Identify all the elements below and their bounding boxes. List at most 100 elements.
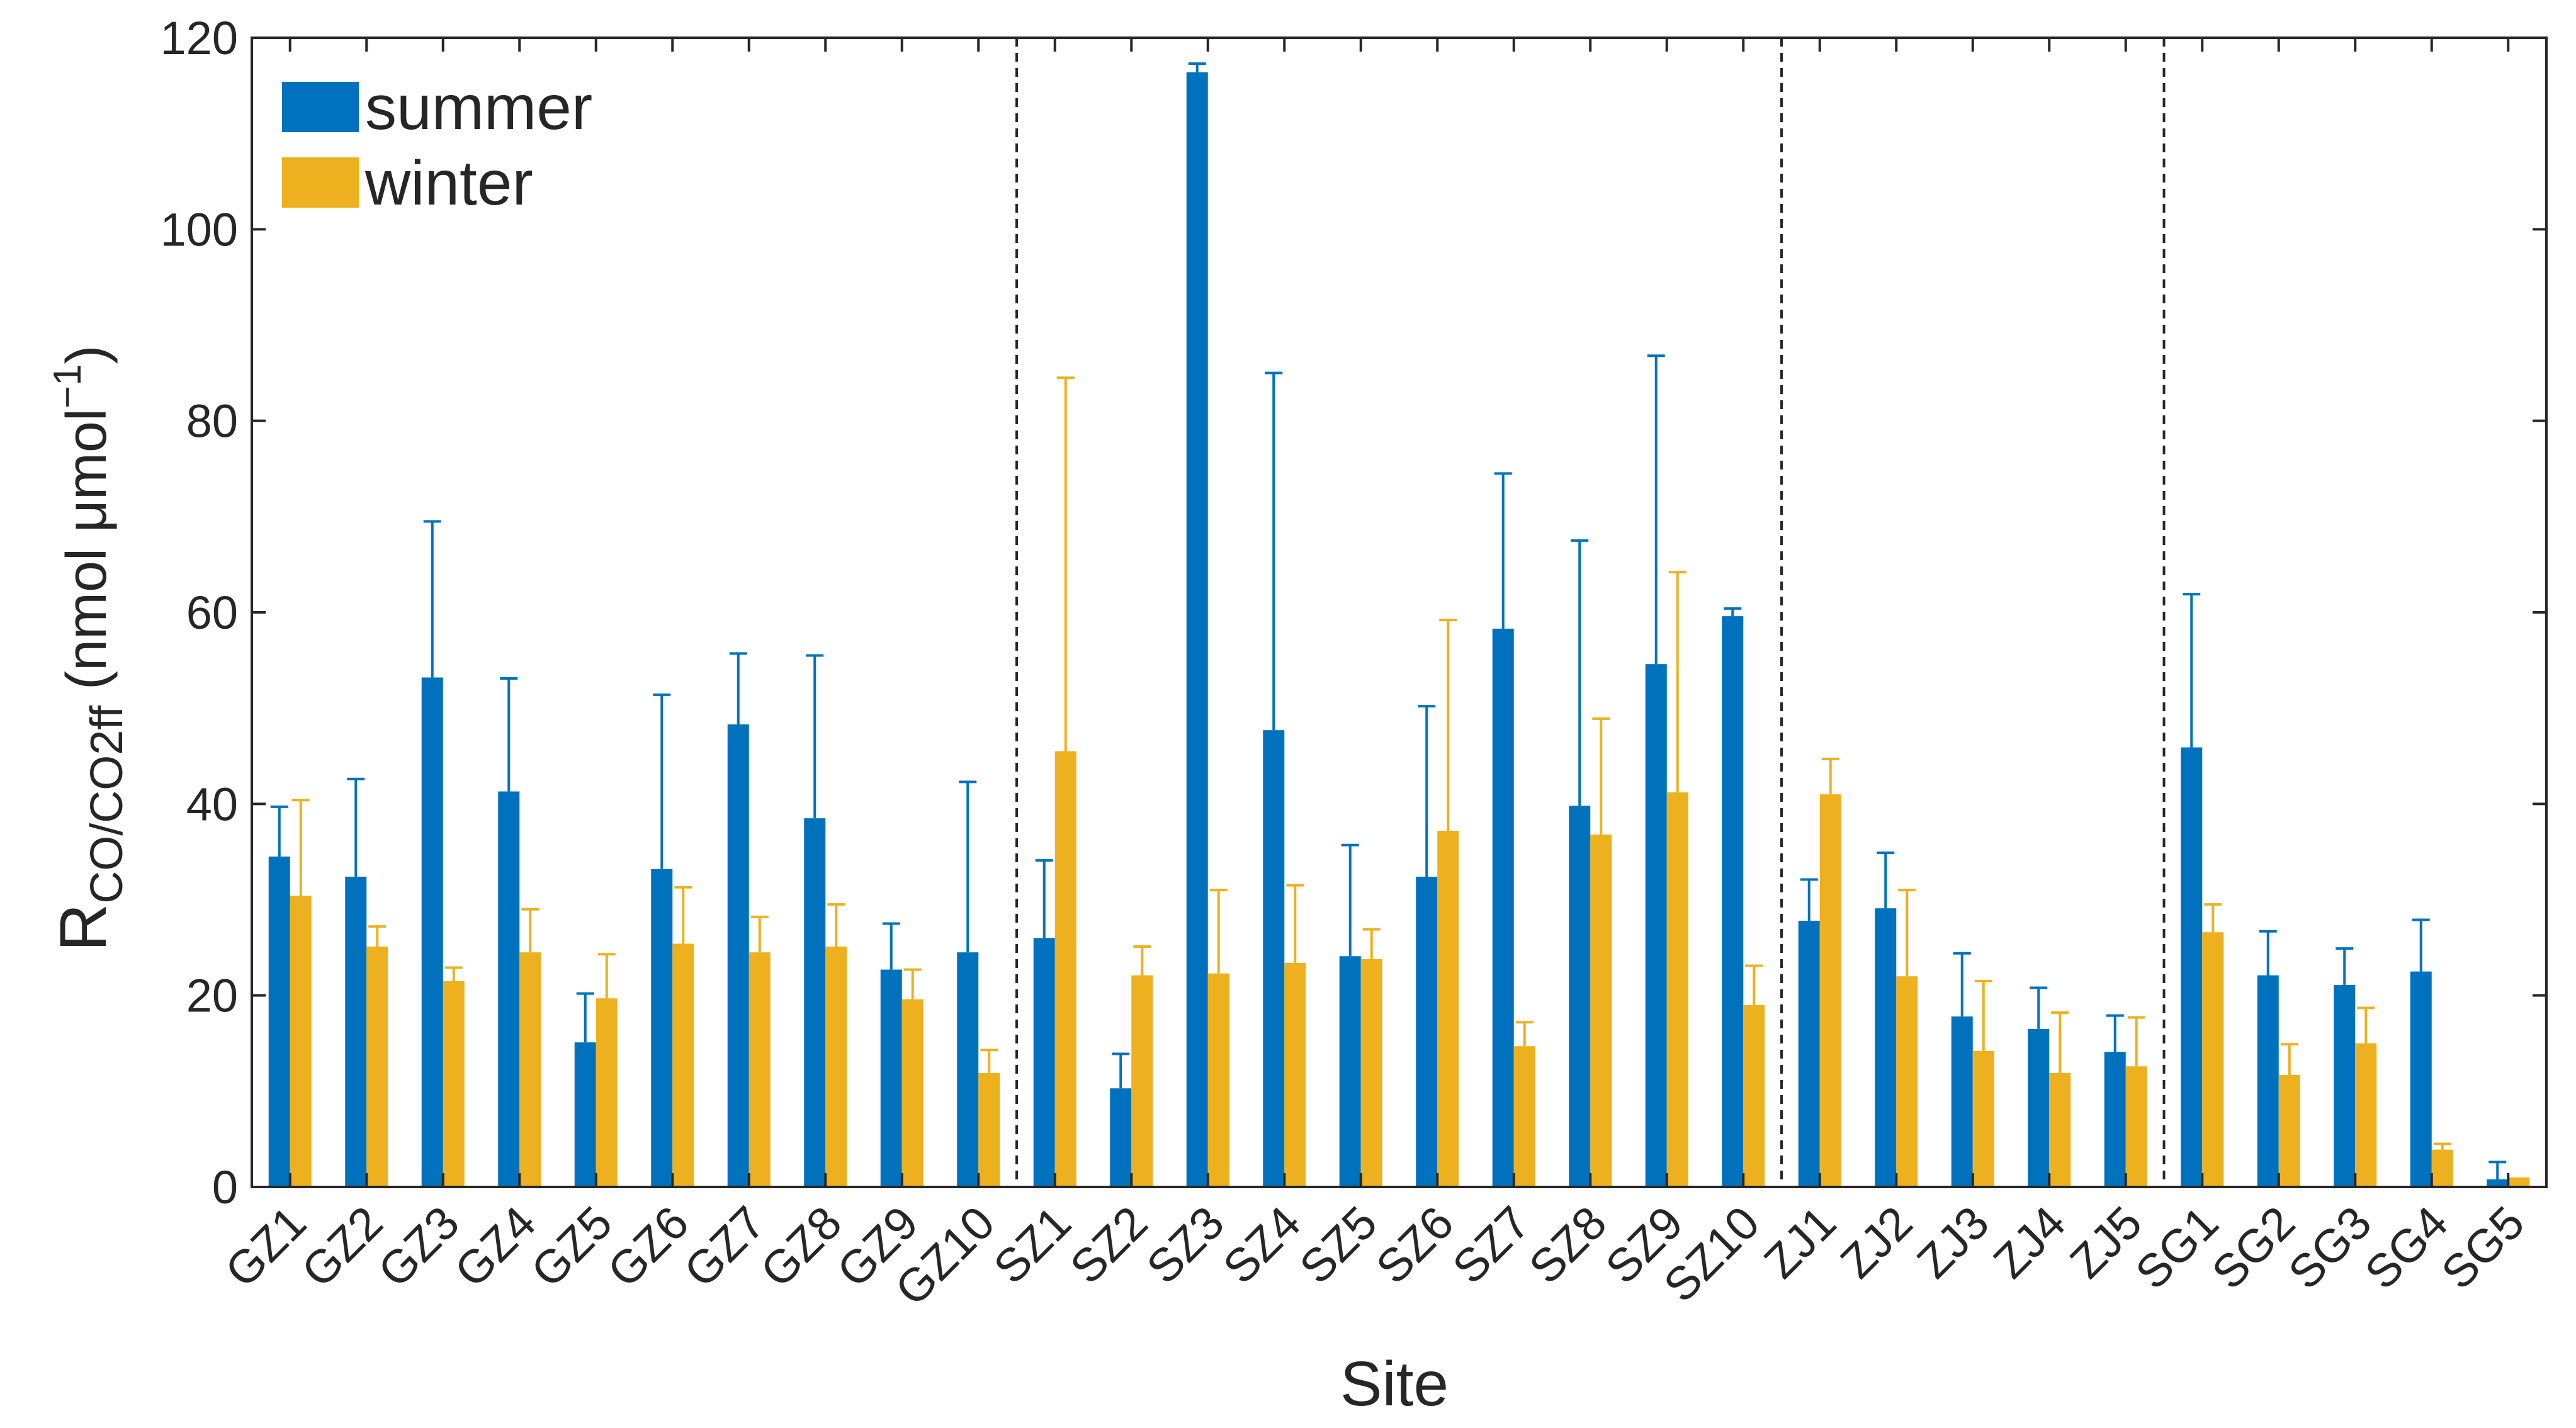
bar-summer-SZ5 xyxy=(1339,956,1361,1187)
bar-winter-GZ2 xyxy=(366,947,388,1187)
x-tick-label: GZ7 xyxy=(674,1196,775,1297)
bar-winter-GZ8 xyxy=(825,947,847,1187)
x-tick-label: GZ5 xyxy=(521,1196,622,1297)
bar-winter-GZ6 xyxy=(672,943,694,1187)
bar-winter-SG1 xyxy=(2202,932,2224,1187)
bar-summer-GZ6 xyxy=(651,869,673,1187)
y-tick-label: 60 xyxy=(186,587,238,639)
error-bar-summer-GZ9 xyxy=(882,922,900,970)
x-tick-label: ZJ4 xyxy=(1984,1196,2076,1288)
error-bar-winter-GZ2 xyxy=(368,925,387,947)
error-bar-winter-ZJ4 xyxy=(2051,1011,2069,1073)
error-bar-winter-SZ4 xyxy=(1286,884,1304,963)
error-bar-summer-GZ5 xyxy=(576,992,594,1043)
bar-summer-GZ1 xyxy=(268,857,290,1187)
bar-winter-SG4 xyxy=(2431,1149,2453,1187)
bar-summer-SZ2 xyxy=(1110,1088,1132,1187)
error-bar-winter-SZ7 xyxy=(1515,1021,1534,1047)
x-tick-label: SZ2 xyxy=(1060,1196,1158,1294)
bar-winter-GZ10 xyxy=(978,1072,1000,1187)
bar-summer-SZ1 xyxy=(1033,938,1055,1187)
y-axis-title-subscript: CO/CO2ff xyxy=(82,705,132,904)
error-bar-summer-ZJ5 xyxy=(2106,1014,2124,1052)
y-tick-label: 40 xyxy=(186,778,238,830)
x-tick-label: SZ6 xyxy=(1366,1196,1464,1294)
error-bar-summer-SG2 xyxy=(2259,930,2277,975)
error-bar-summer-SG1 xyxy=(2183,593,2201,748)
bar-summer-ZJ5 xyxy=(2104,1052,2126,1187)
bar-summer-SG4 xyxy=(2410,971,2432,1187)
error-bar-winter-SZ10 xyxy=(1745,964,1763,1005)
x-tick-label: SG3 xyxy=(2278,1196,2381,1299)
x-tick-label: ZJ3 xyxy=(1907,1196,1999,1288)
y-axis-title: RCO/CO2ff (nmol μmol−1) xyxy=(46,345,132,951)
bar-winter-SG2 xyxy=(2278,1074,2300,1187)
error-bars-layer xyxy=(270,62,2507,1179)
error-bar-winter-SZ5 xyxy=(1362,928,1381,959)
error-bar-summer-SG3 xyxy=(2336,947,2354,985)
bar-summer-ZJ3 xyxy=(1951,1016,1973,1187)
bar-winter-ZJ2 xyxy=(1896,976,1918,1187)
error-bar-summer-SG4 xyxy=(2412,918,2430,972)
bar-summer-ZJ1 xyxy=(1798,920,1820,1187)
error-bar-winter-SG2 xyxy=(2280,1043,2298,1075)
x-tick-label: SZ1 xyxy=(983,1196,1081,1294)
bar-summer-SZ4 xyxy=(1263,730,1285,1187)
bar-winter-SZ3 xyxy=(1207,973,1229,1187)
error-bar-winter-SZ8 xyxy=(1592,717,1610,835)
bar-summer-GZ3 xyxy=(421,677,443,1187)
error-bar-winter-SZ1 xyxy=(1056,376,1075,751)
bar-summer-GZ10 xyxy=(957,952,979,1187)
error-bar-summer-SZ7 xyxy=(1494,472,1512,629)
group-separators xyxy=(1015,38,2166,1187)
error-bar-summer-GZ4 xyxy=(500,677,518,792)
bar-winter-SZ1 xyxy=(1054,751,1076,1187)
error-bar-winter-SZ3 xyxy=(1209,889,1228,974)
bar-winter-GZ7 xyxy=(749,952,771,1187)
error-bar-winter-GZ4 xyxy=(521,908,539,953)
error-bar-winter-ZJ3 xyxy=(1974,979,1992,1051)
error-bar-winter-GZ9 xyxy=(903,968,922,999)
bar-winter-SG3 xyxy=(2355,1043,2377,1187)
error-bar-summer-SZ1 xyxy=(1035,859,1053,938)
error-bar-winter-ZJ2 xyxy=(1898,889,1916,977)
y-axis-title-superscript: −1 xyxy=(46,364,89,408)
bar-winter-SZ5 xyxy=(1360,959,1382,1187)
bar-winter-SZ7 xyxy=(1513,1046,1535,1187)
bar-winter-GZ3 xyxy=(443,981,465,1187)
x-tick-label: SG1 xyxy=(2125,1196,2228,1299)
error-bar-summer-SZ6 xyxy=(1418,705,1436,877)
error-bar-summer-GZ10 xyxy=(959,780,977,953)
bar-summer-ZJ2 xyxy=(1875,908,1897,1187)
bar-summer-GZ9 xyxy=(880,969,902,1187)
error-bar-winter-SG3 xyxy=(2357,1006,2375,1043)
error-bar-summer-GZ3 xyxy=(423,520,441,678)
error-bar-winter-GZ7 xyxy=(750,915,769,953)
bar-winter-GZ1 xyxy=(290,896,312,1187)
bar-winter-ZJ5 xyxy=(2125,1066,2147,1187)
error-bar-summer-SZ10 xyxy=(1724,607,1742,617)
bar-winter-SZ2 xyxy=(1131,975,1153,1187)
bar-winter-ZJ3 xyxy=(1972,1050,1994,1187)
y-axis-title-unit-end: ) xyxy=(55,345,118,364)
x-tick-label: SG2 xyxy=(2202,1196,2305,1299)
error-bar-winter-SZ9 xyxy=(1668,571,1686,793)
bar-summer-GZ7 xyxy=(727,724,749,1187)
x-tick-label: GZ8 xyxy=(750,1196,851,1297)
error-bar-winter-GZ1 xyxy=(291,799,310,896)
bar-summer-GZ2 xyxy=(345,876,367,1187)
bar-summer-SZ7 xyxy=(1492,628,1514,1187)
x-tick-label: SG5 xyxy=(2431,1196,2534,1299)
bar-winter-SZ6 xyxy=(1437,830,1459,1187)
error-bar-winter-GZ8 xyxy=(827,903,845,947)
y-axis-title-main: R xyxy=(47,904,120,952)
x-axis-title: Site xyxy=(1340,1349,1449,1419)
error-bar-winter-GZ3 xyxy=(444,966,463,981)
legend-label-summer: summer xyxy=(365,72,592,143)
x-tick-label: SZ8 xyxy=(1519,1196,1617,1294)
y-tick-label: 100 xyxy=(161,203,238,256)
bar-winter-GZ5 xyxy=(596,998,618,1187)
bar-winter-SG5 xyxy=(2508,1177,2530,1187)
error-bar-summer-ZJ1 xyxy=(1800,878,1818,921)
